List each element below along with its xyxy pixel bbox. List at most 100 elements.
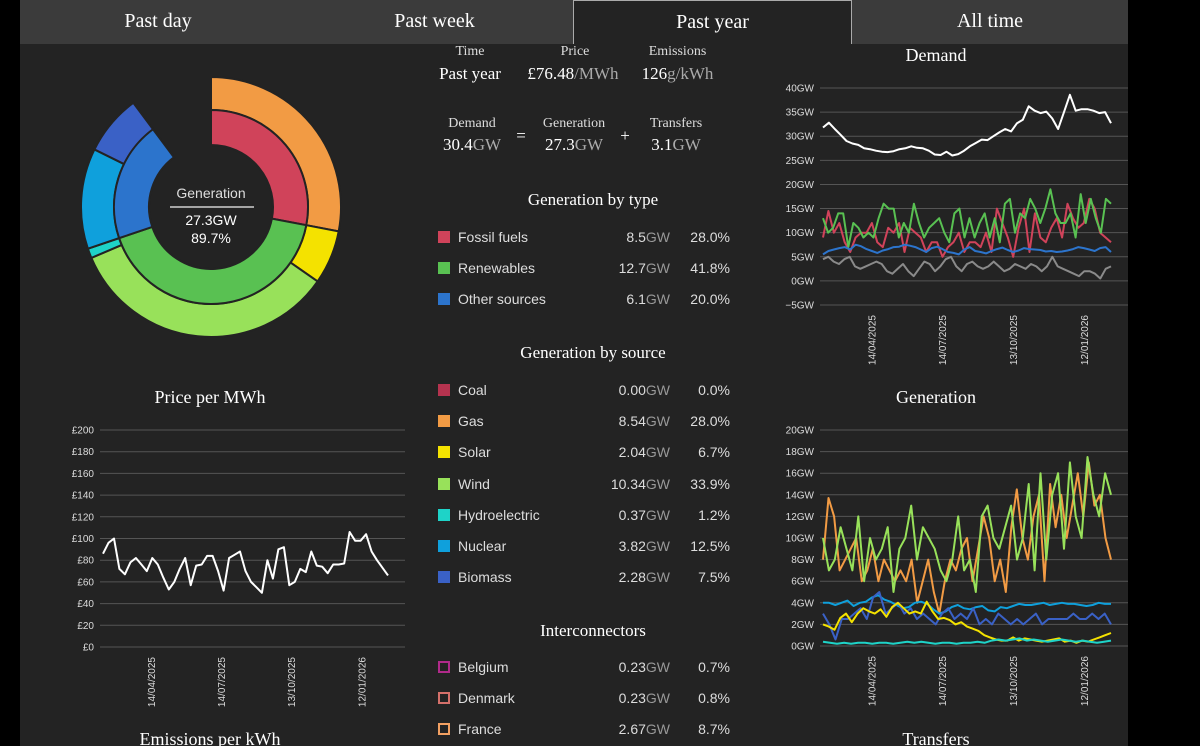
y-tick-label: 10GW: [786, 228, 815, 239]
y-tick-label: 8GW: [791, 555, 814, 566]
tab-past-week[interactable]: Past week: [394, 10, 475, 32]
donut-inner-ring: [113, 108, 309, 305]
legend-percent: 12.5%: [690, 538, 730, 554]
legend-percent: 1.2%: [698, 506, 730, 523]
y-tick-label: £80: [77, 556, 94, 567]
legend-name: Fossil fuels: [458, 229, 529, 245]
y-tick-label: 0GW: [791, 276, 814, 287]
x-tick-label: 14/07/2025: [938, 656, 949, 706]
series-line-gas: [822, 461, 1112, 615]
legend-percent: 33.9%: [690, 475, 730, 492]
equals-sign: =: [516, 126, 526, 145]
demand-chart-title: Demand: [905, 45, 967, 65]
generation-by-type-title: Generation by type: [527, 190, 659, 209]
x-tick-label: 12/01/2026: [1080, 656, 1091, 706]
legend-row-fossil-fuels[interactable]: Fossil fuels 8.5GW 28.0%: [438, 229, 738, 249]
series-line-0: [822, 93, 1112, 157]
generation-donut: [80, 76, 342, 338]
y-tick-label: £140: [72, 491, 95, 502]
generation-chart-title: Generation: [896, 387, 976, 407]
tab-all-time[interactable]: All time: [956, 10, 1024, 32]
legend-row-coal[interactable]: Coal 0.00GW 0.0%: [438, 382, 738, 402]
legend-value: 0.00GW: [618, 382, 670, 398]
legend-row-france[interactable]: France 2.67GW 8.7%: [438, 721, 738, 741]
legend-row-wind[interactable]: Wind 10.34GW 33.9%: [438, 476, 738, 496]
y-tick-label: £160: [72, 469, 95, 480]
series-line-1: [822, 197, 1112, 258]
legend-percent: 6.7%: [698, 444, 730, 461]
price-value: £76.48/MWh: [527, 64, 619, 83]
legend-row-gas[interactable]: Gas 8.54GW 28.0%: [438, 413, 738, 433]
legend-name: Gas: [458, 413, 484, 430]
legend-row-renewables[interactable]: Renewables 12.7GW 41.8%: [438, 260, 738, 280]
x-tick-label: 14/07/2025: [217, 657, 228, 707]
legend-value: 0.23GW: [618, 690, 670, 706]
emissions-chart-title: Emissions per kWh: [139, 729, 281, 746]
legend-name: Hydroelectric: [458, 506, 540, 523]
legend-value: 8.5GW: [626, 229, 670, 245]
series-line-biomass: [822, 591, 1112, 641]
legend-name: Other sources: [458, 291, 546, 307]
y-tick-label: 40GW: [786, 84, 815, 95]
series-line-hydroelectric: [822, 637, 1112, 645]
legend-value: 3.82GW: [618, 538, 670, 554]
transfers-chart-title: Transfers: [902, 729, 970, 746]
time-label: Time: [455, 44, 485, 59]
legend-name: Nuclear: [458, 538, 507, 554]
y-tick-label: 2GW: [791, 620, 814, 631]
legend-row-solar[interactable]: Solar 2.04GW 6.7%: [438, 444, 738, 464]
legend-percent: 8.7%: [698, 721, 730, 737]
series-line-0: [102, 531, 389, 594]
legend-row-biomass[interactable]: Biomass 2.28GW 7.5%: [438, 569, 738, 589]
y-tick-label: 10GW: [786, 534, 815, 545]
legend-swatch-nuclear: [438, 540, 450, 552]
legend-name: Wind: [458, 475, 490, 492]
legend-row-other-sources[interactable]: Other sources 6.1GW 20.0%: [438, 291, 738, 311]
legend-swatch-fossil-fuels: [438, 231, 450, 243]
legend-row-hydroelectric[interactable]: Hydroelectric 0.37GW 1.2%: [438, 507, 738, 527]
legend-swatch-coal: [438, 384, 450, 396]
legend-percent: 0.8%: [698, 690, 730, 706]
legend-row-denmark[interactable]: Denmark 0.23GW 0.8%: [438, 690, 738, 710]
price-chart: £0 £20 £40 £60 £80 £100 £120 £140 £160 £180 £200 14…: [72, 426, 405, 707]
transfers-value: 3.1GW: [651, 135, 701, 154]
series-line-3: [822, 243, 1112, 256]
legend-swatch-france: [438, 723, 450, 735]
legend-swatch-denmark: [438, 692, 450, 704]
y-tick-label: £40: [77, 599, 94, 610]
legend-name: Biomass: [458, 569, 512, 586]
donut-center-label: Generation: [176, 185, 246, 201]
y-tick-label: £20: [77, 621, 94, 632]
legend-row-belgium[interactable]: Belgium 0.23GW 0.7%: [438, 659, 738, 679]
x-tick-label: 12/01/2026: [1080, 315, 1091, 365]
generation-chart: 0GW 2GW 4GW 6GW 8GW 10GW 12GW 14GW 16GW 18GW 20GW 1…: [786, 426, 1128, 706]
legend-swatch-hydroelectric: [438, 508, 450, 521]
tab-past-year[interactable]: Past year: [573, 0, 852, 44]
legend-percent: 28.0%: [690, 413, 730, 430]
x-tick-label: 14/04/2025: [867, 315, 878, 365]
y-tick-label: 20GW: [786, 426, 815, 437]
legend-name: Denmark: [458, 690, 515, 706]
period-tabs: Past day Past week Past year All time: [20, 0, 1128, 44]
y-tick-label: £120: [72, 512, 95, 523]
emissions-value: 126g/kWh: [641, 64, 714, 83]
legend-swatch-other-sources: [438, 293, 450, 305]
generation-by-source-title: Generation by source: [520, 343, 666, 362]
legend-value: 10.34GW: [610, 475, 670, 492]
y-tick-label: £180: [72, 447, 95, 458]
demand-chart: −5GW 0GW 5GW 10GW 15GW 20GW 25GW 30GW 35GW 40GW 14…: [785, 84, 1128, 365]
emissions-label: Emissions: [648, 44, 707, 59]
y-tick-label: 25GW: [786, 156, 815, 167]
tab-past-day[interactable]: Past day: [124, 10, 192, 32]
demand-label: Demand: [448, 116, 496, 131]
legend-name: Belgium: [458, 659, 509, 675]
donut-center-value: 27.3GW: [185, 212, 237, 228]
legend-row-nuclear[interactable]: Nuclear 3.82GW 12.5%: [438, 538, 738, 558]
legend-swatch-renewables: [438, 262, 450, 274]
legend-name: Solar: [458, 444, 491, 461]
x-tick-label: 14/07/2025: [938, 315, 949, 365]
demand-value: 30.4GW: [442, 135, 502, 154]
legend-swatch-solar: [438, 446, 450, 459]
x-tick-label: 14/04/2025: [147, 657, 158, 707]
generation-value: 27.3GW: [544, 135, 604, 154]
